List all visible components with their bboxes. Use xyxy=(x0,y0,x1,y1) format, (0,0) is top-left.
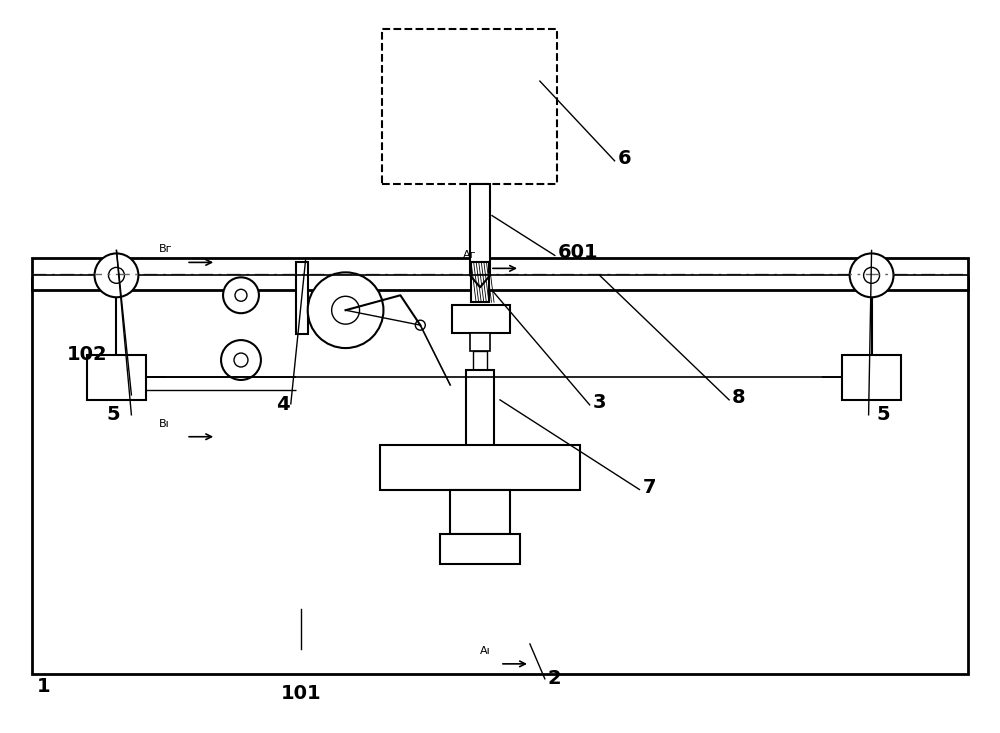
Circle shape xyxy=(415,320,425,330)
Circle shape xyxy=(850,254,894,298)
Bar xyxy=(473,351,487,371)
Text: Bг: Bг xyxy=(159,244,173,254)
Text: 7: 7 xyxy=(642,477,656,496)
Circle shape xyxy=(223,277,259,313)
Bar xyxy=(382,29,557,184)
Circle shape xyxy=(332,296,360,324)
Text: Aг: Aг xyxy=(463,251,477,260)
Text: Aı: Aı xyxy=(480,646,491,656)
Text: 601: 601 xyxy=(558,243,598,262)
Circle shape xyxy=(234,353,248,367)
Bar xyxy=(471,262,489,302)
Bar xyxy=(466,370,494,559)
Text: 5: 5 xyxy=(106,405,120,424)
Circle shape xyxy=(308,273,383,348)
Circle shape xyxy=(95,254,138,298)
Bar xyxy=(452,305,510,333)
Circle shape xyxy=(235,290,247,301)
Text: 3: 3 xyxy=(593,393,606,412)
Text: Bı: Bı xyxy=(159,419,170,429)
Bar xyxy=(32,279,968,674)
Text: 8: 8 xyxy=(732,388,746,407)
Text: 101: 101 xyxy=(281,684,321,703)
Bar xyxy=(87,355,146,400)
Text: 4: 4 xyxy=(276,395,289,414)
Circle shape xyxy=(864,268,880,284)
Bar xyxy=(32,259,968,290)
Bar xyxy=(380,445,580,490)
Bar xyxy=(440,534,520,564)
Text: 102: 102 xyxy=(67,345,107,364)
Text: 2: 2 xyxy=(548,668,561,688)
Text: 1: 1 xyxy=(37,677,50,696)
Circle shape xyxy=(108,268,124,284)
Text: 6: 6 xyxy=(618,149,631,168)
Text: 5: 5 xyxy=(877,405,890,424)
Bar xyxy=(296,262,308,334)
Bar xyxy=(470,333,490,351)
Bar xyxy=(842,355,901,400)
Circle shape xyxy=(221,340,261,380)
Bar xyxy=(450,490,510,534)
Bar xyxy=(470,184,490,276)
